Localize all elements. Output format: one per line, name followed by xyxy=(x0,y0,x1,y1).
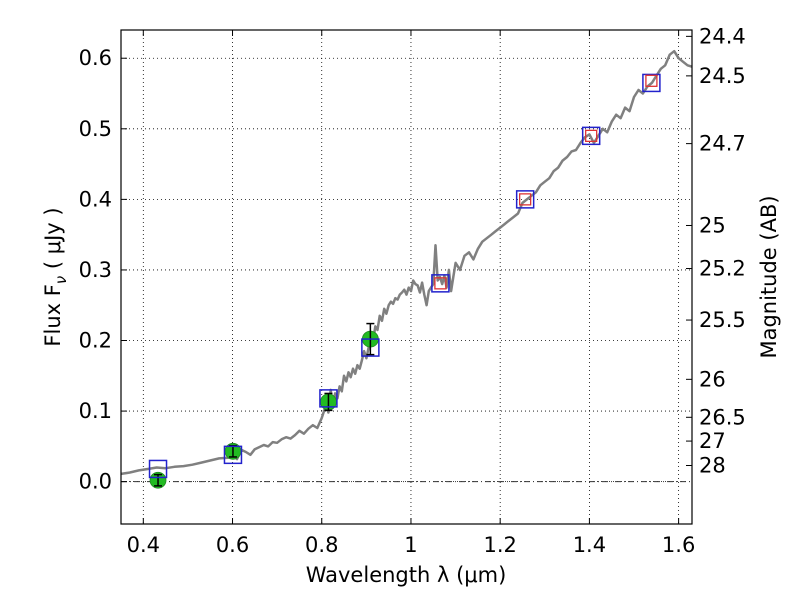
y-tick-label: 0.5 xyxy=(79,117,112,141)
model-photometry-small-square xyxy=(519,193,532,206)
y2-axis-title: Magnitude (AB) xyxy=(757,195,781,358)
y-axis-title-subscript: ν xyxy=(52,276,70,284)
model-photometry-small-square xyxy=(645,74,658,87)
y-tick-label: 0.0 xyxy=(79,470,112,494)
model-photometry-square xyxy=(223,445,243,465)
x-tick-label: 1 xyxy=(404,533,417,557)
data-layer xyxy=(121,49,692,489)
model-photometry-square xyxy=(148,459,168,479)
y2-tick-label: 24.5 xyxy=(699,64,746,88)
y2-tick-label: 24.4 xyxy=(699,24,746,48)
model-photometry-small-square xyxy=(585,129,598,143)
y2-tick-label: 25.5 xyxy=(699,308,746,332)
y-tick-label: 0.1 xyxy=(79,399,112,423)
x-tick-label: 0.6 xyxy=(216,533,249,557)
x-tick-label: 0.4 xyxy=(127,533,160,557)
y-axis-title-group: Flux Fν ( μJy ) xyxy=(41,207,70,346)
y2-tick-label: 25.2 xyxy=(699,257,746,281)
y-axis-title-unit: ( μJy ) xyxy=(41,207,65,275)
model-photometry-square xyxy=(361,338,380,357)
plot-area xyxy=(121,30,692,524)
y-tick-label: 0.2 xyxy=(79,329,112,353)
y2-tick-label: 26 xyxy=(699,367,726,391)
model-photometry-square xyxy=(431,274,450,293)
y-tick-label: 0.6 xyxy=(79,46,112,70)
x-tick-label: 1.4 xyxy=(573,533,606,557)
y2-axis-title-group: Magnitude (AB) xyxy=(757,195,781,358)
y2-tick-label: 24.7 xyxy=(699,132,746,156)
model-photometry-small-square xyxy=(434,277,447,290)
x-axis-title: Wavelength λ (μm) xyxy=(306,563,507,587)
y-tick-label: 0.3 xyxy=(79,258,112,282)
x-tick-label: 1.6 xyxy=(662,533,695,557)
spectrum-line xyxy=(121,49,692,476)
model-photometry-square xyxy=(581,126,601,146)
y2-tick-label: 26.5 xyxy=(699,405,746,429)
y-tick-label: 0.4 xyxy=(79,187,112,211)
y-axis-title: Flux Fν ( μJy ) xyxy=(41,207,70,346)
tick-labels: 0.4 0.6 0.8 1 1.2 1.4 1.6 0.0 0.1 0.2 0.3 0.4 0.5 0.6… xyxy=(79,24,746,557)
y-axis-title-main: Flux F xyxy=(41,284,65,346)
y2-tick-label: 27 xyxy=(699,429,726,453)
plot-frame xyxy=(120,29,693,525)
tick-marks xyxy=(121,30,692,524)
y2-tick-label: 25 xyxy=(699,213,726,237)
model-photometry-square xyxy=(319,389,338,408)
y2-tick-label: 28 xyxy=(699,453,726,477)
model-photometry-square xyxy=(642,73,661,93)
model-photometry-square xyxy=(515,190,535,209)
x-tick-label: 1.2 xyxy=(483,533,516,557)
x-tick-label: 0.8 xyxy=(305,533,338,557)
